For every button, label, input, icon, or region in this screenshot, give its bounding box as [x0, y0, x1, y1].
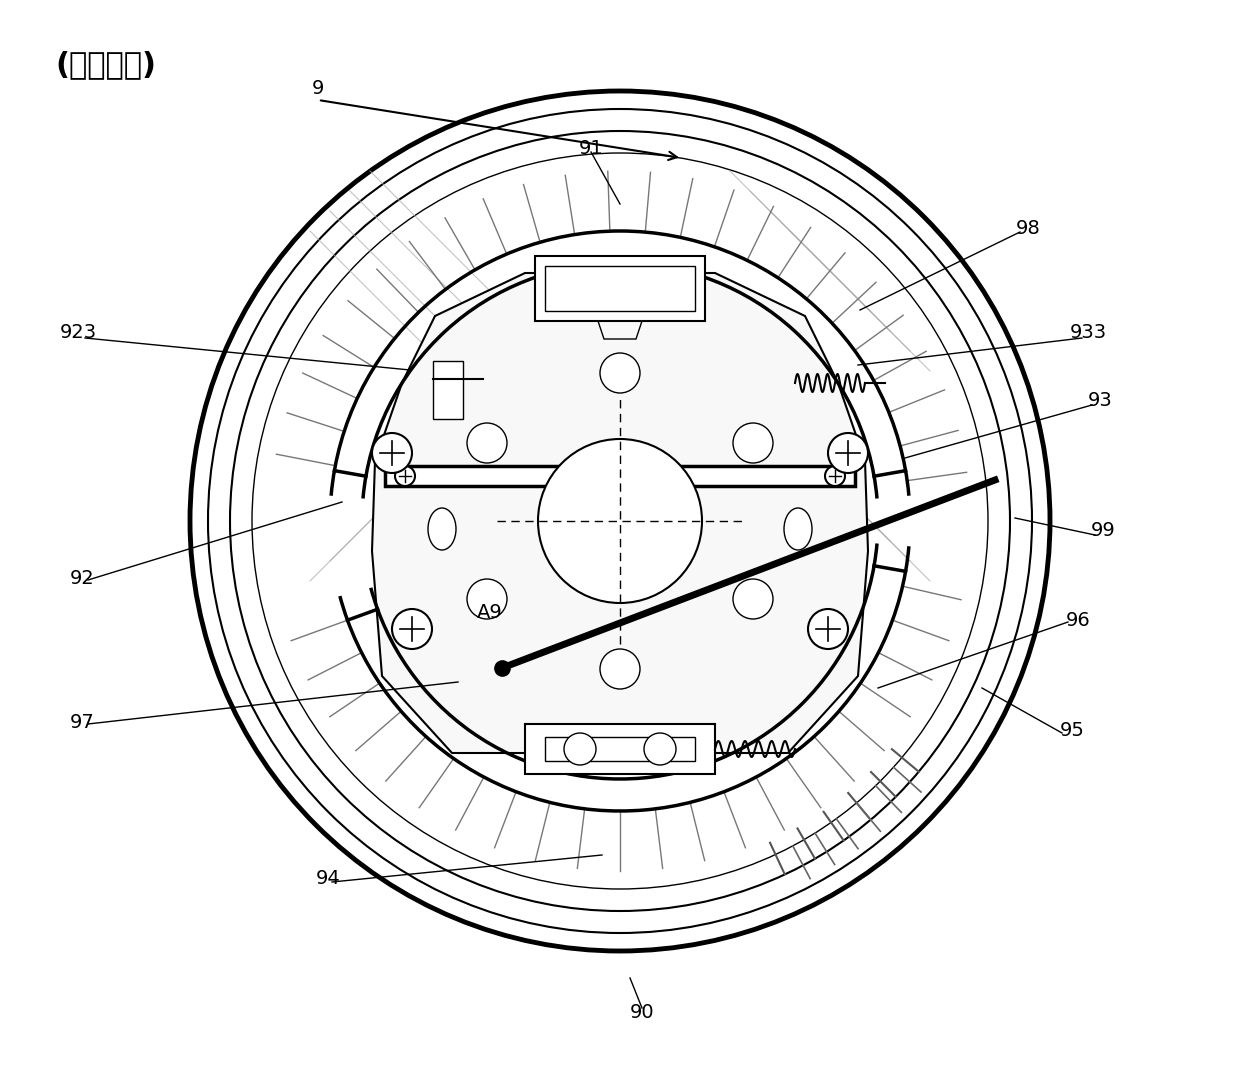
Circle shape	[808, 609, 848, 649]
Circle shape	[733, 579, 773, 619]
Text: 91: 91	[579, 138, 604, 157]
Text: 99: 99	[1091, 521, 1115, 540]
Circle shape	[564, 733, 596, 765]
Circle shape	[372, 433, 412, 473]
Circle shape	[467, 579, 507, 619]
Circle shape	[467, 423, 507, 463]
Text: 97: 97	[69, 712, 94, 731]
Circle shape	[600, 353, 640, 393]
Bar	[546, 266, 694, 311]
Text: A9: A9	[477, 603, 503, 621]
Circle shape	[392, 609, 432, 649]
Bar	[384, 466, 856, 486]
Ellipse shape	[428, 508, 456, 550]
Text: 933: 933	[1069, 322, 1106, 342]
Text: 9: 9	[311, 78, 324, 97]
Text: 96: 96	[1065, 610, 1090, 630]
Text: 923: 923	[60, 322, 97, 342]
Circle shape	[600, 649, 640, 689]
Text: 92: 92	[69, 569, 94, 588]
Circle shape	[538, 439, 702, 603]
Circle shape	[396, 466, 415, 486]
Polygon shape	[372, 273, 868, 753]
Circle shape	[644, 733, 676, 765]
Text: 90: 90	[630, 1002, 655, 1022]
Circle shape	[828, 433, 868, 473]
Bar	[433, 361, 463, 419]
Circle shape	[825, 466, 844, 486]
Circle shape	[733, 423, 773, 463]
Bar	[525, 724, 715, 774]
Ellipse shape	[784, 508, 812, 550]
Text: 94: 94	[316, 869, 340, 888]
Text: 95: 95	[1059, 721, 1085, 739]
Bar	[546, 737, 694, 761]
Text: 93: 93	[1087, 391, 1112, 409]
Bar	[534, 256, 706, 321]
Text: 98: 98	[1016, 218, 1040, 238]
Text: (现有技术): (现有技术)	[55, 50, 156, 79]
